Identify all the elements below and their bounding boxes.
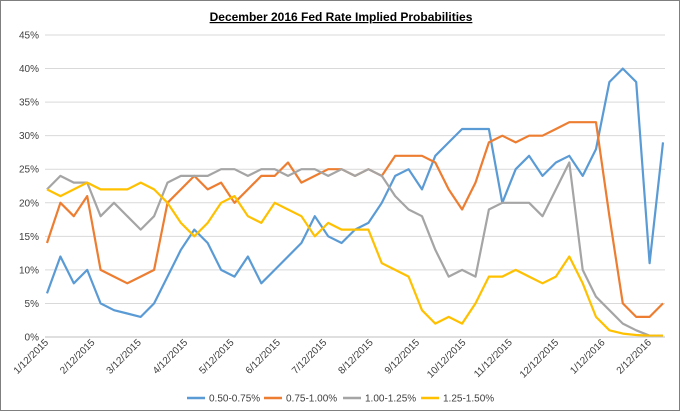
x-tick: 4/12/2015 bbox=[151, 337, 191, 377]
y-tick-label: 5% bbox=[25, 299, 40, 310]
x-tick: 12/12/2015 bbox=[518, 337, 561, 380]
legend-item: 1.00-1.25% bbox=[343, 394, 416, 405]
legend: 0.50-0.75% 0.75-1.00% 1.00-1.25% 1.25-1.50% bbox=[187, 394, 494, 405]
x-tick: 3/12/2015 bbox=[105, 337, 145, 377]
x-tick-label: 11/12/2015 bbox=[472, 337, 515, 380]
x-tick-label: 7/12/2015 bbox=[290, 337, 330, 377]
y-axis-tick-labels: 0% 5% 10% 15% 20% 25% 30% 35% 40% 45% bbox=[19, 31, 39, 344]
series-line-3 bbox=[46, 161, 663, 337]
legend-label: 1.25-1.50% bbox=[443, 394, 494, 405]
x-tick: 2/12/2016 bbox=[615, 337, 655, 377]
legend-item: 1.25-1.50% bbox=[421, 394, 494, 405]
y-tick-label: 35% bbox=[19, 98, 39, 109]
x-tick-label: 10/12/2015 bbox=[425, 337, 468, 380]
y-tick-label: 20% bbox=[19, 198, 39, 209]
x-tick: 5/12/2015 bbox=[197, 337, 237, 377]
x-tick-label: 6/12/2015 bbox=[244, 337, 284, 377]
x-tick: 11/12/2015 bbox=[472, 337, 515, 380]
x-tick-label: 4/12/2015 bbox=[151, 337, 191, 377]
chart-title: December 2016 Fed Rate Implied Probabili… bbox=[210, 10, 473, 24]
series-lines bbox=[45, 67, 665, 337]
x-tick: 10/12/2015 bbox=[425, 337, 468, 380]
x-tick: 2/12/2015 bbox=[58, 337, 98, 377]
legend-label: 1.00-1.25% bbox=[365, 394, 416, 405]
x-tick-label: 2/12/2015 bbox=[58, 337, 98, 377]
x-tick: 7/12/2015 bbox=[290, 337, 330, 377]
gridlines bbox=[45, 34, 665, 304]
x-tick: 6/12/2015 bbox=[244, 337, 284, 377]
x-tick-label: 2/12/2016 bbox=[615, 337, 655, 377]
legend-item: 0.50-0.75% bbox=[187, 394, 260, 405]
y-tick-label: 0% bbox=[25, 333, 40, 344]
series-line-1 bbox=[45, 67, 665, 318]
series-line-2 bbox=[45, 121, 664, 318]
y-tick-label: 30% bbox=[19, 131, 39, 142]
y-tick-label: 10% bbox=[19, 265, 39, 276]
legend-item: 0.75-1.00% bbox=[264, 394, 337, 405]
x-tick-label: 9/12/2015 bbox=[383, 337, 423, 377]
x-tick-label: 8/12/2015 bbox=[336, 337, 376, 377]
x-tick-label: 1/12/2016 bbox=[568, 337, 608, 377]
y-tick-label: 15% bbox=[19, 232, 39, 243]
y-tick-label: 40% bbox=[19, 64, 39, 75]
legend-label: 0.75-1.00% bbox=[286, 394, 337, 405]
y-tick-label: 25% bbox=[19, 165, 39, 176]
x-tick-label: 12/12/2015 bbox=[518, 337, 561, 380]
y-tick-label: 45% bbox=[19, 31, 39, 42]
series-line-4 bbox=[46, 181, 663, 337]
x-tick-label: 3/12/2015 bbox=[105, 337, 145, 377]
x-tick-label: 5/12/2015 bbox=[197, 337, 237, 377]
x-tick: 1/12/2016 bbox=[568, 337, 608, 377]
x-axis-tick-labels: 1/12/2015 2/12/2015 3/12/2015 4/12/2015 5/12… bbox=[12, 337, 654, 380]
legend-label: 0.50-0.75% bbox=[209, 394, 260, 405]
x-tick: 8/12/2015 bbox=[336, 337, 376, 377]
x-tick: 9/12/2015 bbox=[383, 337, 423, 377]
